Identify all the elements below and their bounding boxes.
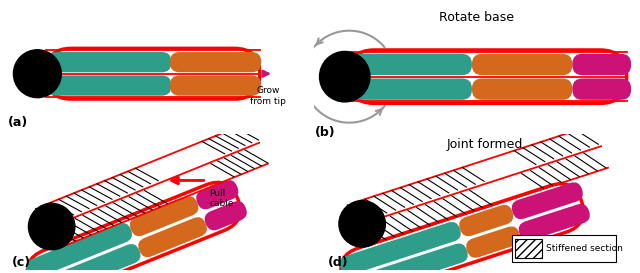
Text: Rotate base: Rotate base xyxy=(439,11,515,24)
Text: Stiffened section: Stiffened section xyxy=(547,244,623,253)
FancyBboxPatch shape xyxy=(341,184,584,273)
Text: (c): (c) xyxy=(12,256,31,269)
FancyBboxPatch shape xyxy=(26,223,132,273)
FancyBboxPatch shape xyxy=(472,54,572,75)
Text: (b): (b) xyxy=(315,126,336,139)
FancyBboxPatch shape xyxy=(347,244,468,273)
Circle shape xyxy=(339,201,385,247)
FancyBboxPatch shape xyxy=(170,75,261,96)
FancyBboxPatch shape xyxy=(170,52,261,72)
FancyBboxPatch shape xyxy=(572,54,631,75)
FancyBboxPatch shape xyxy=(205,201,247,230)
Text: Joint formed: Joint formed xyxy=(447,138,523,151)
FancyBboxPatch shape xyxy=(340,222,461,273)
FancyBboxPatch shape xyxy=(459,205,513,236)
FancyBboxPatch shape xyxy=(130,196,198,236)
FancyBboxPatch shape xyxy=(47,52,172,72)
FancyBboxPatch shape xyxy=(512,235,616,262)
Text: (d): (d) xyxy=(328,256,349,269)
FancyBboxPatch shape xyxy=(349,54,472,75)
FancyBboxPatch shape xyxy=(35,244,141,273)
Circle shape xyxy=(13,50,61,98)
FancyBboxPatch shape xyxy=(466,226,520,258)
FancyBboxPatch shape xyxy=(138,217,207,257)
FancyBboxPatch shape xyxy=(46,48,260,99)
FancyBboxPatch shape xyxy=(348,50,627,103)
Text: (a): (a) xyxy=(8,116,28,129)
Text: Pull
cable: Pull cable xyxy=(209,189,234,208)
FancyBboxPatch shape xyxy=(512,182,583,219)
Circle shape xyxy=(319,51,370,102)
Text: Grow
from tip: Grow from tip xyxy=(250,86,286,106)
FancyBboxPatch shape xyxy=(47,75,172,96)
FancyBboxPatch shape xyxy=(518,204,590,241)
FancyBboxPatch shape xyxy=(196,180,239,209)
FancyBboxPatch shape xyxy=(349,78,472,100)
FancyBboxPatch shape xyxy=(572,78,631,100)
FancyBboxPatch shape xyxy=(515,239,542,258)
Circle shape xyxy=(28,203,75,250)
FancyBboxPatch shape xyxy=(472,78,572,100)
FancyBboxPatch shape xyxy=(28,182,240,273)
